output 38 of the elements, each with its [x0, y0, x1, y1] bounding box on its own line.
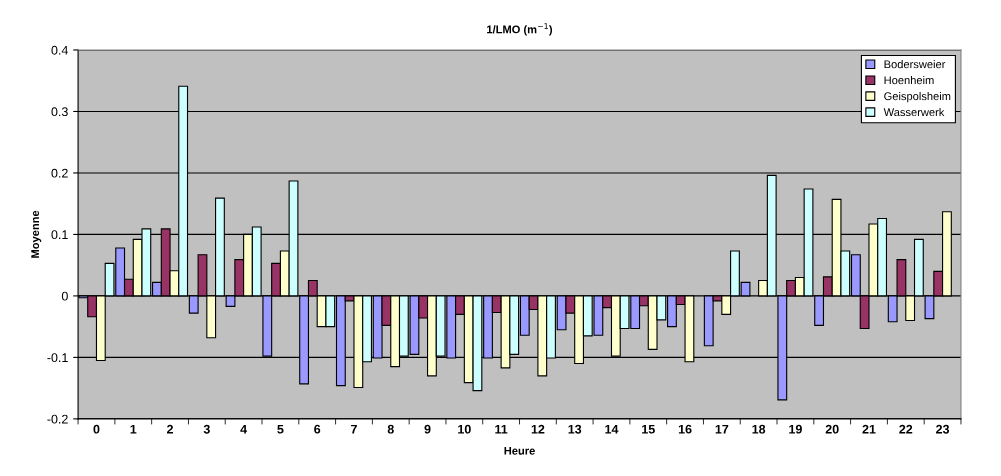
- x-tick-label: 16: [678, 424, 692, 434]
- x-tick-label: 11: [495, 424, 508, 434]
- x-tick-label: 4: [240, 424, 248, 434]
- y-tick-label: 0.4: [51, 45, 68, 55]
- legend-label: Hoenheim: [884, 76, 934, 85]
- x-axis-title: Heure: [504, 446, 535, 455]
- x-tick-label: 3: [203, 424, 210, 434]
- x-tick-label: 8: [387, 424, 394, 434]
- y-axis-title: Moyenne: [31, 210, 42, 258]
- x-tick-label: 1: [130, 424, 137, 434]
- x-tick-label: 15: [642, 424, 655, 434]
- x-tick-label: 12: [531, 424, 545, 434]
- y-tick-label: -0.1: [47, 353, 68, 363]
- x-tick-label: 10: [458, 424, 471, 434]
- chart-title: 1/LMO (m$^{−1}$): [487, 23, 553, 36]
- y-tick-label: 0.2: [51, 168, 68, 178]
- x-tick-label: 22: [899, 424, 913, 434]
- x-tick-label: 20: [825, 424, 839, 434]
- y-tick-label: -0.2: [47, 414, 68, 424]
- y-tick-label: 0.1: [51, 230, 68, 240]
- legend-label: Bodersweier: [884, 60, 946, 69]
- x-tick-label: 21: [862, 424, 876, 434]
- x-tick-label: 14: [605, 424, 619, 434]
- x-tick-label: 18: [752, 424, 766, 434]
- x-tick-label: 19: [789, 424, 802, 434]
- x-tick-label: 7: [351, 424, 357, 434]
- legend-label: Geispolsheim: [884, 91, 951, 103]
- x-tick-label: 0: [93, 424, 100, 434]
- x-tick-label: 5: [277, 424, 284, 434]
- x-tick-label: 2: [167, 424, 174, 434]
- x-tick-label: 17: [715, 424, 729, 434]
- x-tick-label: 23: [936, 424, 950, 434]
- legend-label: Wasserwerk: [883, 107, 945, 117]
- y-tick-label: 0.3: [51, 107, 68, 117]
- y-tick-label: 0: [61, 291, 68, 301]
- x-tick-label: 6: [314, 424, 321, 434]
- x-tick-label: 9: [424, 424, 431, 434]
- x-tick-label: 13: [568, 424, 582, 434]
